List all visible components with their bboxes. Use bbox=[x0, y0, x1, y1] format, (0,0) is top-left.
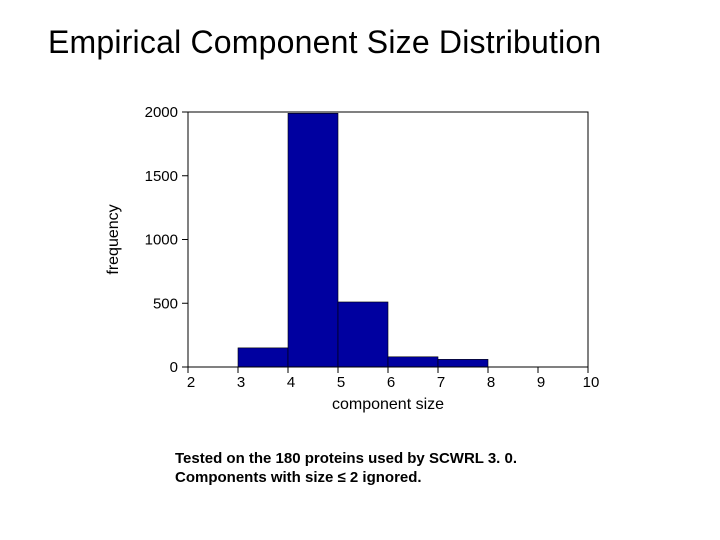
svg-text:0: 0 bbox=[170, 359, 178, 376]
svg-text:1500: 1500 bbox=[145, 168, 178, 185]
svg-text:3: 3 bbox=[237, 374, 245, 391]
svg-text:component size: component size bbox=[332, 396, 444, 413]
svg-text:4: 4 bbox=[287, 374, 295, 391]
caption-line-1: Tested on the 180 proteins used by SCWRL… bbox=[175, 450, 595, 469]
svg-text:7: 7 bbox=[437, 374, 445, 391]
svg-text:5: 5 bbox=[337, 374, 345, 391]
svg-text:frequency: frequency bbox=[105, 204, 122, 274]
svg-text:1000: 1000 bbox=[145, 232, 178, 249]
svg-text:10: 10 bbox=[583, 374, 600, 391]
svg-text:6: 6 bbox=[387, 374, 395, 391]
caption-line-2: Components with size ≤ 2 ignored. bbox=[175, 469, 595, 488]
svg-text:500: 500 bbox=[153, 295, 178, 312]
component-size-histogram: 0 500 1000 1500 2000 2 3 4 5 6 7 8 9 10 component size… bbox=[100, 100, 620, 430]
svg-text:2: 2 bbox=[187, 374, 195, 391]
page-title: Empirical Component Size Distribution bbox=[0, 24, 720, 61]
svg-text:8: 8 bbox=[487, 374, 495, 391]
svg-text:2000: 2000 bbox=[145, 104, 178, 121]
chart-caption: Tested on the 180 proteins used by SCWRL… bbox=[175, 450, 595, 488]
svg-text:9: 9 bbox=[537, 374, 545, 391]
